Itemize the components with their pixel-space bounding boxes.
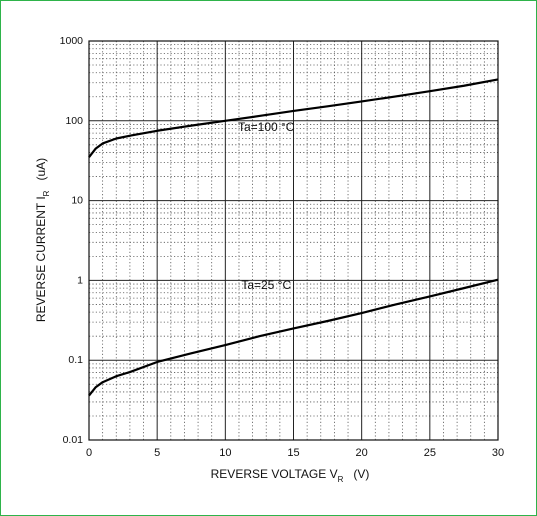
- y-tick-label: 1: [77, 274, 83, 286]
- y-axis-label-main: REVERSE CURRENT I: [34, 196, 48, 322]
- major-grid: [89, 41, 498, 440]
- curve-labels: Ta=100 °C Ta=25 °C: [238, 120, 295, 292]
- series-line-1: [88, 278, 499, 397]
- x-tick-label: 0: [86, 447, 92, 459]
- x-tick-label: 20: [356, 447, 368, 459]
- x-axis-label-main: REVERSE VOLTAGE V: [211, 467, 338, 481]
- x-tick-label: 5: [154, 447, 160, 459]
- y-tick-label: 1000: [60, 35, 84, 47]
- x-axis-label-sub: R: [338, 475, 344, 484]
- curve-label-0: Ta=100 °C: [238, 120, 295, 134]
- y-tick-label: 0.01: [63, 434, 84, 446]
- y-axis-label-unit: (uA): [34, 158, 48, 181]
- y-axis-label-sub: R: [42, 190, 51, 196]
- x-axis-label: REVERSE VOLTAGE VR (V): [211, 467, 370, 484]
- x-tick-label: 15: [287, 447, 299, 459]
- series-lines: [88, 78, 499, 397]
- y-tick-label: 0.1: [68, 354, 83, 366]
- y-tick-labels: 0.01 0.1 1 10 100 1000: [60, 35, 84, 446]
- x-tick-label: 30: [492, 447, 504, 459]
- y-tick-label: 10: [71, 195, 83, 207]
- curve-label-1: Ta=25 °C: [241, 278, 291, 292]
- x-tick-label: 25: [424, 447, 436, 459]
- x-axis-label-unit: (V): [353, 467, 369, 481]
- plot-border: [88, 40, 499, 441]
- x-tick-labels: 0 5 10 15 20 25 30: [86, 447, 504, 459]
- y-axis-label: REVERSE CURRENT IR (uA): [34, 158, 51, 322]
- series-line-0: [88, 78, 499, 158]
- x-tick-label: 10: [219, 447, 231, 459]
- y-tick-label: 100: [65, 115, 83, 127]
